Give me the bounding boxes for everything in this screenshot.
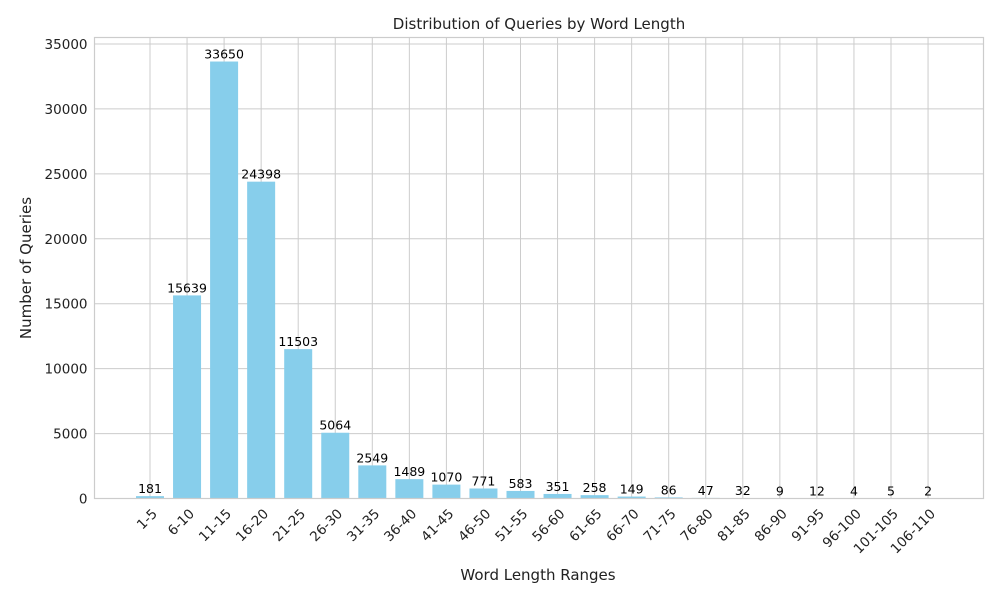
bar <box>580 495 609 499</box>
bar-value-label: 149 <box>620 482 644 497</box>
x-tick-label: 56-60 <box>529 506 568 545</box>
y-tick-label: 25000 <box>45 167 88 183</box>
x-tick-label: 81-85 <box>715 506 754 545</box>
bar-value-label: 583 <box>509 476 533 491</box>
bar-value-label: 2549 <box>356 450 388 465</box>
x-tick-label: 41-45 <box>418 506 457 545</box>
grid <box>94 37 984 499</box>
bar-value-label: 1070 <box>430 470 462 485</box>
x-axis-title: Word Length Ranges <box>460 566 615 584</box>
bar-value-label: 351 <box>546 479 570 494</box>
x-tick-label: 31-35 <box>344 506 383 545</box>
bar <box>432 484 461 499</box>
bar-value-label: 9 <box>776 483 784 498</box>
x-tick-label: 61-65 <box>566 506 605 545</box>
bar-value-label: 771 <box>472 473 496 488</box>
bar <box>247 181 276 499</box>
x-tick-label: 26-30 <box>307 506 346 545</box>
x-tick-label: 36-40 <box>381 506 420 545</box>
bar <box>543 493 572 499</box>
x-tick-label: 76-80 <box>678 506 717 545</box>
y-tick-label: 10000 <box>45 362 88 378</box>
bar-value-label: 47 <box>698 483 714 498</box>
bar-value-label: 33650 <box>204 47 244 62</box>
chart-title: Distribution of Queries by Word Length <box>393 15 685 33</box>
bar <box>358 465 387 499</box>
bars <box>136 61 943 499</box>
bar <box>284 349 313 499</box>
x-tick-label: 51-55 <box>492 506 531 545</box>
y-tick-label: 30000 <box>45 102 88 118</box>
y-axis-title: Number of Queries <box>17 197 35 339</box>
bar <box>469 488 498 499</box>
bar-value-label: 5064 <box>319 418 351 433</box>
x-tick-label: 46-50 <box>455 506 494 545</box>
bar <box>321 432 350 499</box>
bar-value-label: 15639 <box>167 280 207 295</box>
x-tick-label: 11-15 <box>196 506 235 545</box>
bar-value-label: 11503 <box>278 334 318 349</box>
bar <box>506 490 535 499</box>
bar-value-label: 32 <box>735 483 751 498</box>
x-tick-label: 86-90 <box>752 506 791 545</box>
x-tick-label: 71-75 <box>640 506 679 545</box>
y-tick-label: 0 <box>79 492 88 508</box>
bar-value-label: 258 <box>583 480 607 495</box>
y-tick-label: 35000 <box>45 37 88 53</box>
x-tick-label: 16-20 <box>233 506 272 545</box>
bar <box>136 496 164 499</box>
bar-value-label: 2 <box>924 483 932 498</box>
bar <box>617 496 646 499</box>
bar <box>395 479 424 499</box>
bar-value-label: 181 <box>138 481 162 496</box>
bar <box>173 295 202 499</box>
bar-value-label: 1489 <box>393 464 425 479</box>
x-tick-label: 66-70 <box>603 506 642 545</box>
x-tick-label: 6-10 <box>165 506 198 539</box>
y-tick-label: 20000 <box>45 232 88 248</box>
bar-value-label: 86 <box>661 482 677 497</box>
x-tick-label: 1-5 <box>134 506 161 533</box>
bar-value-label: 12 <box>809 483 825 498</box>
bar <box>210 61 239 499</box>
plot-frame <box>93 36 985 500</box>
x-tick-label: 21-25 <box>270 506 309 545</box>
y-tick-label: 15000 <box>45 297 88 313</box>
bar-value-label: 5 <box>887 483 895 498</box>
bar-value-label: 24398 <box>241 167 281 182</box>
y-tick-label: 5000 <box>53 427 87 443</box>
bar-value-label: 4 <box>850 483 858 498</box>
